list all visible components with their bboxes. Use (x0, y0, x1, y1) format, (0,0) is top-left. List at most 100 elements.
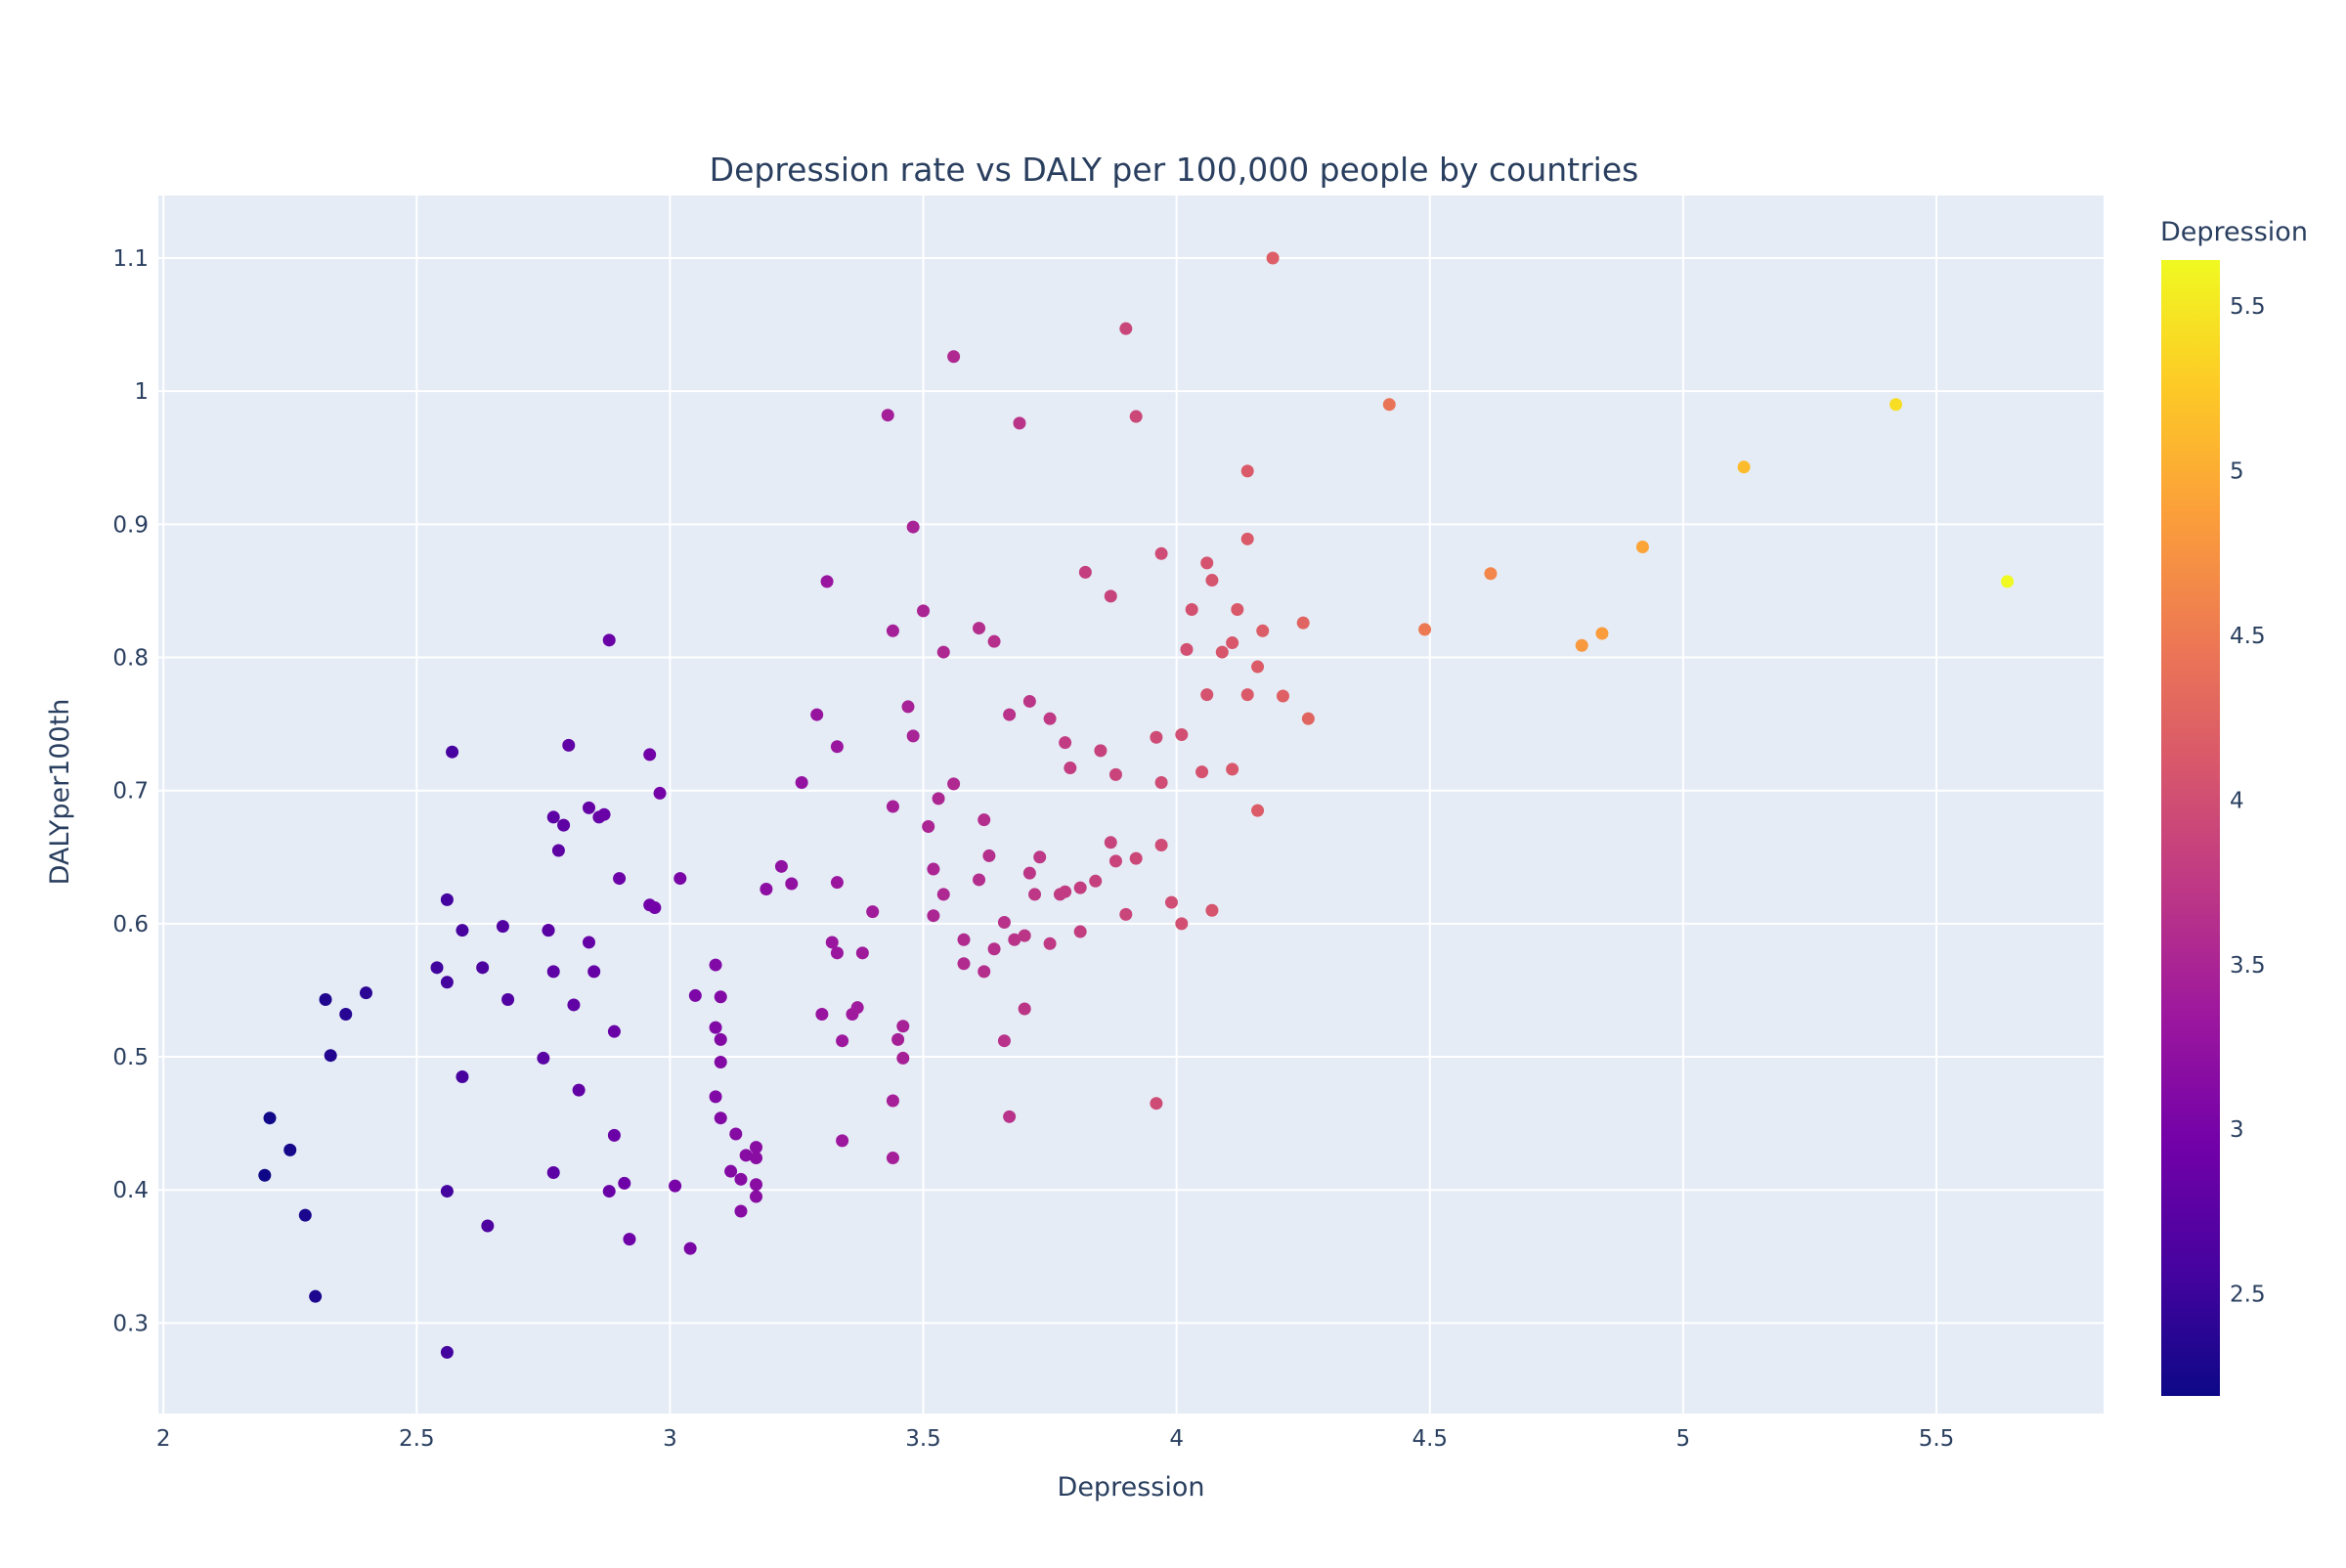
data-point (922, 819, 935, 833)
data-point (339, 1007, 353, 1021)
colorbar-tick-label: 4 (2230, 788, 2244, 813)
data-point (830, 946, 844, 960)
data-point (567, 998, 581, 1012)
data-point (709, 1021, 722, 1034)
y-tick-label: 0.8 (112, 646, 149, 672)
data-point (1108, 767, 1122, 781)
data-point (886, 1094, 899, 1108)
data-point (1089, 874, 1103, 888)
data-point (886, 624, 899, 637)
data-point (750, 1152, 763, 1165)
data-point (1418, 623, 1432, 636)
data-point (901, 700, 915, 714)
data-point (669, 1179, 682, 1193)
x-tick-label: 5 (1676, 1426, 1691, 1452)
data-point (1382, 398, 1396, 412)
data-point (881, 409, 894, 422)
data-point (587, 965, 601, 979)
data-point (973, 622, 986, 635)
data-point (855, 946, 869, 960)
data-point (1200, 556, 1214, 570)
data-point (1635, 541, 1649, 554)
plot-area: 2 2.5 3 3.5 4 4.5 5 5.5 0.3 0.4 0.5 0.6 0.7 0.8 0.9 1 1.… (112, 196, 2104, 1452)
data-point (927, 862, 940, 876)
data-point (1240, 688, 1254, 702)
data-point (825, 936, 839, 949)
data-point (1575, 638, 1588, 652)
data-point (1266, 251, 1280, 265)
data-point (729, 1127, 743, 1141)
data-point (866, 905, 880, 919)
data-point (1094, 744, 1108, 758)
data-point (1595, 627, 1609, 640)
data-point (987, 942, 1001, 956)
data-point (440, 1345, 454, 1359)
data-point (1119, 907, 1133, 921)
data-point (896, 1051, 910, 1065)
colorbar-tick-label: 4.5 (2230, 624, 2266, 649)
data-point (537, 1051, 550, 1065)
data-point (688, 988, 702, 1002)
data-point (1205, 903, 1219, 917)
data-point (456, 1069, 469, 1083)
data-point (714, 1111, 727, 1125)
data-point (673, 872, 687, 886)
data-point (1064, 762, 1077, 775)
data-point (1150, 1097, 1163, 1111)
data-point (1240, 464, 1254, 478)
data-point (496, 920, 509, 934)
colorbar-tick-label: 3.5 (2230, 953, 2266, 979)
data-point (607, 1024, 621, 1038)
x-tick-label: 3.5 (905, 1426, 941, 1452)
data-point (1226, 636, 1239, 650)
y-tick-label: 0.5 (112, 1045, 149, 1070)
data-point (1018, 1002, 1031, 1016)
data-point (997, 916, 1011, 930)
colorbar: 2.5 3 3.5 4 4.5 5 5.5 (2161, 260, 2266, 1396)
data-point (936, 645, 950, 659)
colorbar-title: Depression (2160, 217, 2308, 247)
data-point (1022, 694, 1036, 708)
data-point (653, 786, 667, 800)
x-tick-label: 5.5 (1919, 1426, 1955, 1452)
y-tick-label: 1 (134, 379, 149, 405)
data-point (1154, 776, 1168, 790)
data-point (298, 1208, 312, 1222)
data-point (501, 992, 515, 1006)
data-point (973, 873, 986, 887)
data-point (602, 633, 616, 647)
data-point (906, 520, 920, 534)
data-point (648, 901, 662, 915)
data-point (1003, 1110, 1017, 1123)
data-point (1175, 728, 1189, 742)
colorbar-tick-label: 5 (2230, 459, 2244, 485)
data-point (1215, 645, 1229, 659)
data-point (1185, 603, 1198, 617)
data-point (978, 813, 991, 827)
data-point (440, 1185, 454, 1198)
data-point (750, 1178, 763, 1192)
data-point (774, 859, 788, 873)
data-point (1256, 624, 1270, 637)
data-point (1164, 895, 1178, 909)
data-point (440, 976, 454, 989)
data-point (623, 1233, 636, 1246)
chart-title: Depression rate vs DALY per 100,000 peop… (710, 151, 1639, 189)
data-point (1154, 839, 1168, 852)
data-point (1043, 712, 1057, 725)
data-point (1104, 589, 1117, 603)
data-point (1296, 616, 1310, 630)
data-point (2001, 575, 2015, 588)
data-point (446, 745, 459, 759)
data-point (618, 1176, 631, 1190)
data-point (891, 1032, 905, 1046)
data-point (430, 961, 444, 975)
colorbar-scale (2161, 260, 2220, 1396)
data-point (546, 1166, 560, 1180)
data-point (1195, 765, 1209, 779)
data-point (643, 748, 657, 762)
data-point (815, 1007, 829, 1021)
data-point (785, 877, 799, 891)
data-point (602, 1185, 616, 1198)
